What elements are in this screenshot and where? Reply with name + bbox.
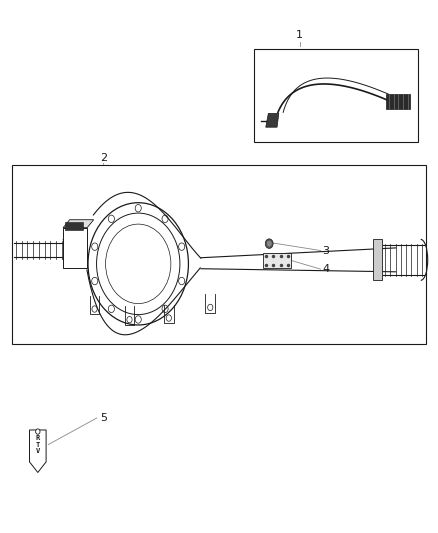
Polygon shape <box>63 228 87 268</box>
Text: 5: 5 <box>100 413 107 423</box>
Bar <box>386 94 410 109</box>
Bar <box>65 222 83 230</box>
Circle shape <box>265 239 273 248</box>
Text: R
T
V: R T V <box>35 435 40 454</box>
Text: 4: 4 <box>322 264 329 274</box>
Polygon shape <box>63 220 94 228</box>
Polygon shape <box>266 114 279 127</box>
Polygon shape <box>29 430 46 472</box>
Bar <box>263 253 291 268</box>
Text: 3: 3 <box>322 246 329 255</box>
Bar <box>12 165 426 344</box>
Circle shape <box>35 429 40 434</box>
Bar <box>373 239 382 280</box>
Text: 1: 1 <box>296 30 303 41</box>
Circle shape <box>267 241 272 246</box>
Bar <box>254 49 418 142</box>
Text: 2: 2 <box>100 152 107 163</box>
